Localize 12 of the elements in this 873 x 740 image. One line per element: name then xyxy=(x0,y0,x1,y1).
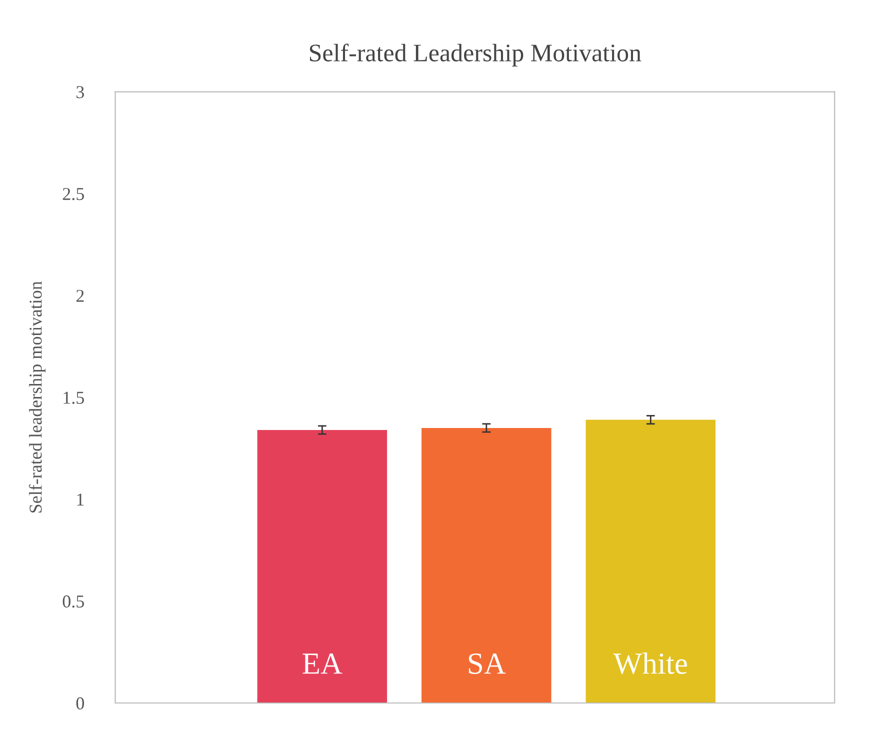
y-axis-title: Self-rated leadership motivation xyxy=(28,281,46,512)
chart-title: Self-rated Leadership Motivation xyxy=(310,44,642,67)
y-tick-label: 3 xyxy=(76,86,84,98)
x-tick-label: EA xyxy=(302,654,342,674)
x-tick-label: White xyxy=(613,652,687,674)
y-tick-label: 0 xyxy=(76,697,84,710)
y-tick-label: 1.5 xyxy=(64,392,84,404)
y-tick-label: 1 xyxy=(77,494,84,506)
y-tick-label: 2 xyxy=(76,290,84,302)
x-tick-label: SA xyxy=(468,653,506,674)
y-tick-label: 0.5 xyxy=(62,595,84,608)
y-tick-label: 2.5 xyxy=(62,188,84,200)
